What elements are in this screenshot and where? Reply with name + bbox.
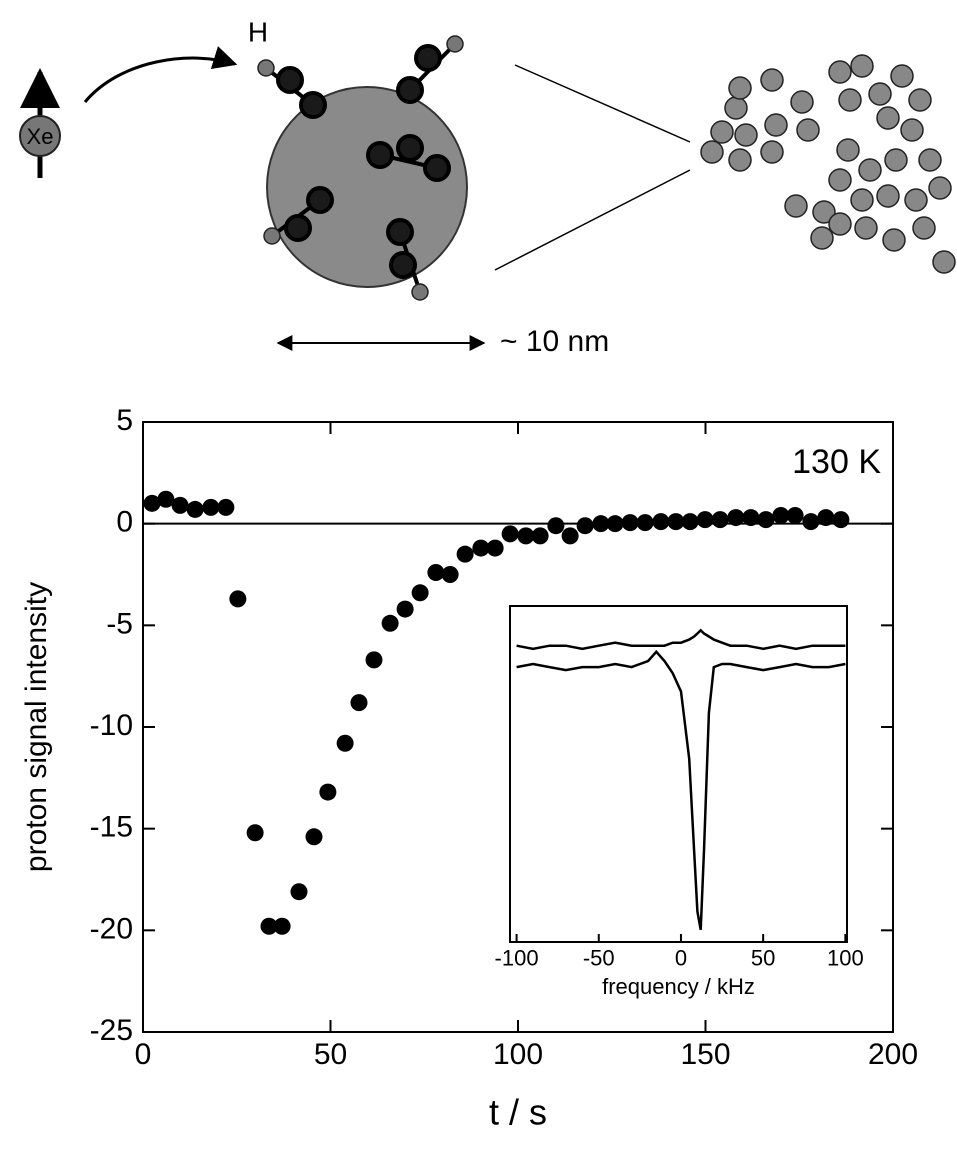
y-tick-label: -20	[90, 912, 133, 945]
data-point	[381, 614, 399, 632]
data-point	[396, 600, 414, 618]
data-point	[336, 734, 354, 752]
spectrum-line	[516, 628, 846, 651]
data-point	[486, 539, 504, 557]
data-point	[636, 514, 654, 532]
data-point	[517, 527, 535, 545]
data-point	[202, 498, 220, 516]
data-point	[260, 917, 278, 935]
x-tick-label: -100	[495, 945, 539, 970]
data-point	[186, 500, 204, 518]
data-point	[456, 545, 474, 563]
nanoparticle	[266, 86, 468, 288]
data-point	[832, 511, 850, 529]
y-tick-label: -25	[90, 1014, 133, 1047]
x-tick-label: -50	[583, 945, 615, 970]
xe-atom	[19, 115, 61, 157]
x-tick-label: 200	[868, 1038, 918, 1071]
data-point	[441, 566, 459, 583]
data-point	[667, 513, 685, 531]
data-point	[696, 511, 714, 529]
data-point	[501, 525, 519, 543]
data-point	[621, 514, 639, 532]
data-point	[290, 883, 308, 901]
y-tick-label: 5	[116, 404, 133, 437]
data-point	[157, 490, 175, 508]
x-tick-label: 100	[493, 1038, 543, 1071]
diagram: Xe H ~ 10 nm	[19, 16, 956, 358]
x-tick-label: 50	[751, 945, 775, 970]
data-point	[711, 511, 729, 529]
y-tick-label: 0	[116, 506, 133, 539]
data-point	[411, 584, 429, 602]
x-tick-label: 0	[675, 945, 687, 970]
data-point	[305, 828, 323, 846]
hydrogens	[257, 35, 464, 301]
h-label: H	[248, 16, 268, 47]
data-point	[772, 507, 790, 525]
zoom-line	[494, 169, 691, 271]
x-tick-label: 150	[680, 1038, 730, 1071]
xe-label: Xe	[27, 124, 54, 149]
data-point	[365, 651, 383, 669]
data-point	[742, 509, 760, 527]
data-point	[802, 513, 820, 531]
data-point	[229, 590, 247, 608]
x-tick-label: 50	[314, 1038, 347, 1071]
scale-label: ~ 10 nm	[500, 325, 609, 358]
cluster	[700, 54, 956, 274]
x-tick-label: 0	[135, 1038, 152, 1071]
data-point	[757, 511, 775, 529]
data-point	[606, 515, 624, 533]
annotation: 130 K	[792, 443, 881, 481]
data-point	[681, 513, 699, 531]
data-point	[171, 496, 189, 514]
data-point	[817, 509, 835, 527]
data-point	[472, 539, 490, 557]
plot-frame	[509, 605, 848, 943]
data-point	[561, 527, 579, 545]
x-axis-label: t / s	[489, 1092, 547, 1133]
y-axis-label: proton signal intensity	[20, 582, 53, 872]
data-point	[576, 517, 594, 535]
data-point	[727, 509, 745, 527]
x-axis-label: frequency / kHz	[602, 974, 755, 999]
data-point	[319, 783, 337, 801]
y-tick-label: -15	[90, 811, 133, 844]
data-point	[547, 517, 565, 535]
data-point	[350, 694, 368, 712]
transfer-arrow	[83, 46, 238, 103]
spectrum-line	[516, 649, 846, 931]
data-point	[786, 507, 804, 525]
y-tick-label: -10	[90, 709, 133, 742]
data-point	[592, 515, 610, 533]
y-tick-label: -5	[106, 607, 133, 640]
x-tick-label: 100	[827, 945, 864, 970]
zoom-line	[514, 64, 691, 143]
data-point	[273, 917, 291, 935]
surface-groups	[264, 42, 457, 293]
data-point	[246, 824, 264, 842]
data-point	[531, 527, 549, 545]
data-point	[427, 563, 445, 581]
data-point	[143, 494, 161, 512]
data-point	[217, 498, 235, 516]
data-point	[652, 513, 670, 531]
